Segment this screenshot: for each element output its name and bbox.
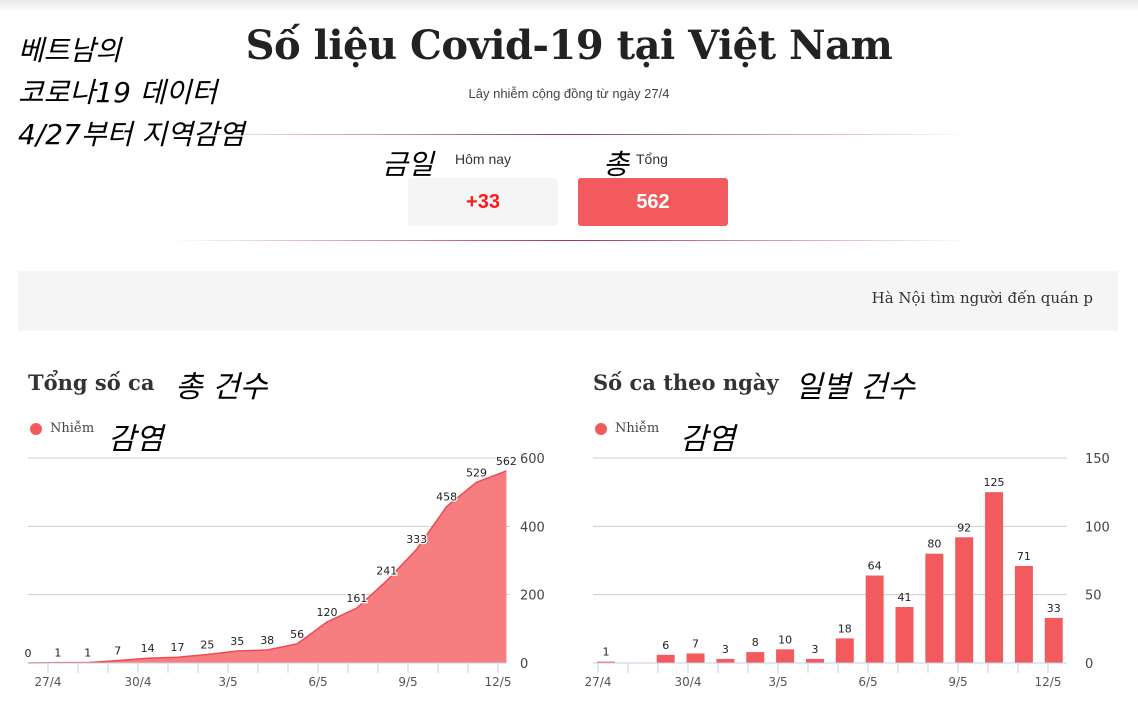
svg-text:27/4: 27/4: [585, 675, 612, 689]
svg-text:120: 120: [317, 606, 338, 619]
svg-text:6/5: 6/5: [858, 675, 877, 689]
svg-text:38: 38: [260, 634, 274, 647]
daily-legend-ko: 감염: [680, 422, 736, 457]
total-label: Tổng: [636, 151, 668, 167]
svg-text:0: 0: [520, 657, 528, 672]
total-count-box: 562: [578, 178, 728, 226]
svg-text:92: 92: [957, 521, 971, 534]
top-shadow: [0, 0, 1138, 12]
svg-text:30/4: 30/4: [125, 675, 152, 689]
svg-text:3: 3: [811, 643, 818, 656]
svg-text:200: 200: [520, 589, 545, 604]
svg-text:30/4: 30/4: [675, 675, 702, 689]
daily-chart-title-ko: 일별 건수: [795, 370, 915, 405]
svg-text:3/5: 3/5: [218, 675, 237, 689]
today-label: Hôm nay: [455, 151, 512, 167]
svg-text:12/5: 12/5: [1035, 675, 1062, 689]
svg-text:1: 1: [54, 647, 61, 660]
svg-text:125: 125: [984, 476, 1005, 489]
annotation-line-3: 4/27부터 지역감염: [18, 118, 245, 151]
svg-text:35: 35: [230, 635, 244, 648]
cumulative-legend: Nhiễm: [30, 421, 94, 436]
svg-text:241: 241: [376, 565, 397, 578]
svg-text:161: 161: [346, 592, 367, 605]
svg-text:18: 18: [838, 622, 852, 635]
svg-text:80: 80: [927, 538, 941, 551]
top-divider: [170, 134, 970, 135]
svg-text:6: 6: [662, 639, 669, 652]
svg-text:7: 7: [114, 645, 121, 658]
cumulative-chart-title: Tổng số ca: [28, 370, 155, 395]
cumulative-chart-title-ko: 총 건수: [175, 370, 268, 405]
svg-text:1: 1: [84, 647, 91, 660]
svg-text:100: 100: [1085, 520, 1110, 535]
svg-text:56: 56: [290, 628, 304, 641]
svg-text:150: 150: [1085, 452, 1110, 467]
today-count-box: +33: [408, 178, 558, 226]
ticker-headline[interactable]: Hà Nội tìm người đến quán p: [871, 289, 1093, 307]
svg-text:14: 14: [141, 642, 155, 655]
svg-text:27/4: 27/4: [35, 675, 62, 689]
legend-label: Nhiễm: [615, 421, 660, 436]
daily-legend: Nhiễm: [595, 421, 659, 436]
svg-text:25: 25: [200, 638, 214, 651]
svg-text:9/5: 9/5: [398, 675, 417, 689]
svg-text:71: 71: [1017, 550, 1031, 563]
svg-text:600: 600: [520, 452, 545, 467]
legend-dot-icon: [30, 422, 42, 435]
svg-text:458: 458: [436, 491, 457, 504]
svg-text:10: 10: [778, 633, 792, 646]
annotation-line-2: 코로나19 데이터: [18, 76, 218, 109]
annotation-line-1: 베트남의: [18, 34, 122, 67]
daily-bar-chart: 0 50 100 150 1 6 7 3 8 10 3 18 64 41 80 92 125 71 33 27/4 30…: [585, 452, 1110, 689]
svg-text:7: 7: [692, 637, 699, 650]
svg-text:64: 64: [868, 560, 882, 573]
svg-text:3/5: 3/5: [768, 675, 787, 689]
svg-text:529: 529: [466, 466, 487, 479]
page-subtitle: Lây nhiễm cộng đồng từ ngày 27/4: [468, 86, 670, 101]
svg-text:17: 17: [171, 641, 185, 654]
svg-text:8: 8: [752, 636, 759, 649]
total-count: 562: [636, 190, 670, 213]
page-title: Số liệu Covid-19 tại Việt Nam: [245, 22, 893, 69]
today-count: +33: [466, 190, 500, 213]
svg-text:9/5: 9/5: [948, 675, 967, 689]
svg-text:6/5: 6/5: [308, 675, 327, 689]
svg-text:41: 41: [898, 591, 912, 604]
svg-text:400: 400: [520, 520, 545, 535]
daily-chart-title: Số ca theo ngày: [593, 370, 779, 395]
legend-dot-icon: [595, 422, 607, 435]
svg-text:1: 1: [603, 646, 610, 659]
cumulative-legend-ko: 감염: [108, 422, 164, 457]
today-label-ko: 금일: [382, 148, 434, 181]
svg-text:33: 33: [1047, 602, 1061, 615]
svg-text:333: 333: [406, 533, 427, 546]
legend-label: Nhiễm: [50, 421, 95, 436]
bottom-divider: [170, 240, 970, 241]
svg-text:562: 562: [496, 455, 517, 468]
svg-text:12/5: 12/5: [485, 675, 512, 689]
svg-text:3: 3: [722, 643, 729, 656]
svg-text:50: 50: [1085, 589, 1102, 604]
news-ticker[interactable]: Hà Nội tìm người đến quán p: [18, 271, 1118, 331]
svg-text:0: 0: [1085, 657, 1093, 672]
total-label-ko: 총: [603, 148, 629, 181]
svg-text:0: 0: [25, 647, 32, 660]
